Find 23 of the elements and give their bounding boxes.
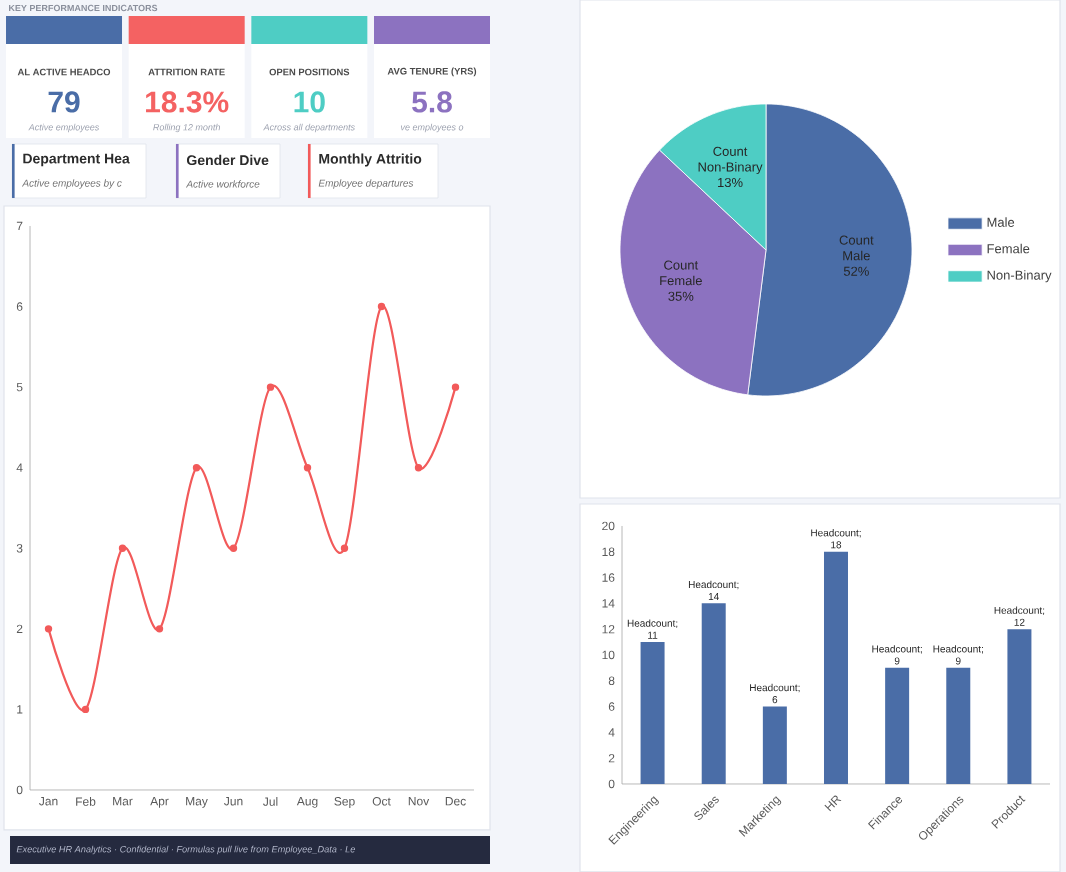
bar xyxy=(885,667,910,784)
text: 18.3% xyxy=(146,91,229,113)
point xyxy=(377,302,386,311)
bar xyxy=(640,642,665,784)
point xyxy=(414,464,423,472)
point xyxy=(266,383,275,391)
bar xyxy=(762,706,787,784)
bar xyxy=(701,603,726,784)
point xyxy=(44,625,53,633)
point xyxy=(229,544,238,552)
point xyxy=(340,544,349,552)
point xyxy=(303,464,312,472)
point xyxy=(155,625,164,633)
bar xyxy=(1007,629,1032,784)
point xyxy=(451,383,460,391)
point xyxy=(81,705,90,714)
bar xyxy=(824,551,848,784)
text: 5.8 xyxy=(412,91,452,113)
bar xyxy=(946,667,971,784)
point xyxy=(192,464,201,472)
point xyxy=(118,544,127,552)
text: 79 xyxy=(48,91,80,113)
text: 10 xyxy=(294,91,325,113)
